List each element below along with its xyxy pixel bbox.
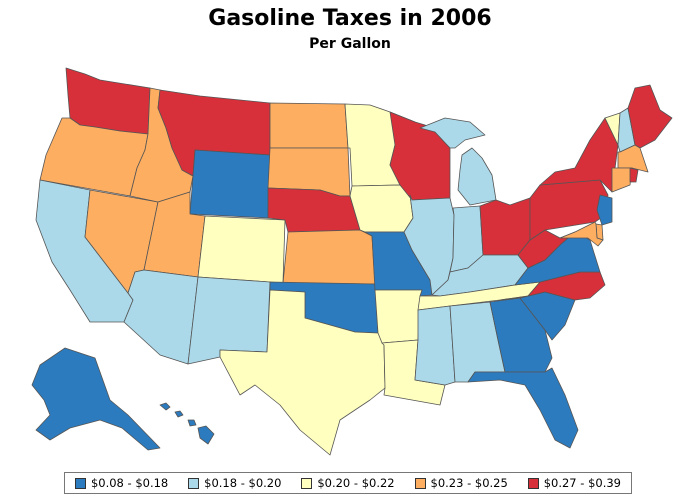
state-IA xyxy=(349,184,414,233)
state-MI-lower xyxy=(457,147,497,206)
legend-swatch xyxy=(301,477,313,489)
state-RI xyxy=(629,167,639,183)
state-KS xyxy=(282,229,376,285)
legend-swatch xyxy=(527,477,539,489)
state-TX xyxy=(219,289,386,456)
state-ND xyxy=(269,102,349,149)
state-AR xyxy=(374,289,423,344)
legend-label: $0.08 - $0.18 xyxy=(90,476,169,490)
legend-swatch xyxy=(188,477,200,489)
state-MI xyxy=(419,117,486,149)
state-NJ xyxy=(596,194,613,226)
legend-item: $0.23 - $0.25 xyxy=(414,476,508,490)
state-MS xyxy=(414,305,456,386)
legend-swatch xyxy=(414,477,426,489)
legend-swatch xyxy=(74,477,86,489)
legend-label: $0.18 - $0.20 xyxy=(204,476,282,490)
legend-item: $0.08 - $0.18 xyxy=(74,476,169,490)
legend-label: $0.20 - $0.22 xyxy=(317,476,395,490)
legend-label: $0.27 - $0.39 xyxy=(543,476,621,490)
legend-item: $0.27 - $0.39 xyxy=(527,476,621,490)
state-WY xyxy=(189,149,271,219)
state-CT xyxy=(611,167,633,193)
state-NC xyxy=(499,271,606,301)
state-ME xyxy=(627,84,673,149)
state-AK xyxy=(31,347,161,451)
state-NY xyxy=(539,117,619,193)
state-CO xyxy=(197,215,286,284)
map-title: Gasoline Taxes in 2006 xyxy=(208,6,492,31)
legend-item: $0.18 - $0.20 xyxy=(188,476,281,490)
legend-item: $0.20 - $0.22 xyxy=(301,476,395,490)
state-AZ xyxy=(123,269,199,365)
state-MD xyxy=(559,221,604,247)
map-subtitle: Per Gallon xyxy=(309,36,391,52)
state-HI xyxy=(159,402,215,445)
map-legend: $0.08 - $0.18 $0.18 - $0.20 $0.20 - $0.2… xyxy=(64,472,632,494)
legend-label: $0.23 - $0.25 xyxy=(430,476,508,490)
state-FL xyxy=(467,367,579,449)
state-OH xyxy=(479,197,531,256)
